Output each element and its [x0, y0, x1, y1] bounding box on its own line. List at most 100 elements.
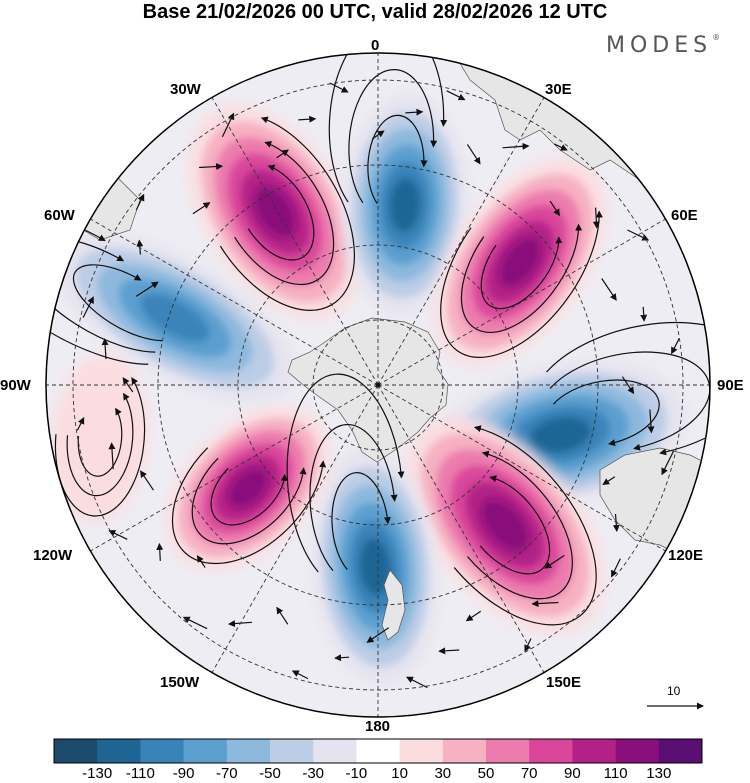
- streamline: [72, 264, 162, 342]
- wind-arrow: [192, 202, 211, 215]
- wind-arrow: [329, 82, 349, 93]
- anomaly-contour: [228, 468, 268, 508]
- streamline: [286, 373, 405, 573]
- wind-reference-label: 10: [667, 684, 681, 698]
- colorbar-tick-label: 90: [564, 765, 581, 782]
- streamline: [171, 447, 327, 565]
- anomaly-contour: [480, 498, 530, 552]
- south-pole-marker: [375, 382, 381, 388]
- colorbar-swatch: [658, 739, 703, 763]
- lon-label-90e: 90E: [717, 377, 744, 394]
- streamline-loop: [171, 447, 327, 565]
- wind-arrow: [446, 90, 466, 101]
- wind-arrow: [466, 144, 481, 165]
- anomaly-contour: [359, 538, 391, 596]
- meridian-line: [90, 384, 379, 552]
- anomaly-contour: [389, 178, 421, 232]
- colorbar-frame: [53, 738, 703, 764]
- wind-arrow: [108, 530, 128, 540]
- colorbar: [53, 738, 703, 764]
- wind-arrow: [334, 654, 350, 662]
- wind-arrow: [592, 207, 600, 229]
- wind-arrow: [406, 676, 428, 689]
- anomaly-contour: [529, 417, 591, 453]
- colorbar-tick-label: 130: [646, 765, 672, 782]
- wind-arrow: [276, 606, 289, 625]
- meridian-line: [377, 97, 545, 386]
- meridian-line: [377, 218, 666, 386]
- lon-label-150w: 150W: [160, 674, 200, 691]
- streamline: [367, 114, 428, 204]
- wind-arrow: [140, 470, 154, 491]
- anomaly-60w-negative: [54, 233, 296, 403]
- streamline-loop: [219, 116, 355, 311]
- lon-label-120w: 120W: [33, 547, 73, 564]
- wind-arrow: [101, 338, 109, 360]
- anomaly-130w-positive: [166, 406, 330, 570]
- wind-arrow: [438, 647, 460, 655]
- anomaly-30w-positive: [188, 105, 362, 319]
- wind-arrow: [627, 229, 650, 241]
- streamline: [309, 424, 398, 572]
- wind-arrow: [640, 306, 648, 322]
- colorbar-swatch: [615, 739, 660, 763]
- colorbar-swatch: [270, 739, 314, 763]
- streamline: [247, 164, 315, 261]
- meridian-line: [211, 384, 379, 673]
- wind-arrow: [76, 417, 85, 431]
- streamline-loop: [440, 210, 603, 358]
- colorbar-swatch: [54, 739, 98, 763]
- wind-arrow: [199, 163, 224, 171]
- wind-arrow: [135, 193, 145, 211]
- lon-label-0: 0: [371, 37, 380, 54]
- colorbar-swatch: [183, 739, 228, 763]
- wind-arrow: [291, 670, 309, 680]
- anomaly-0-negative: [342, 95, 468, 315]
- meridian-line: [377, 384, 666, 552]
- streamline: [191, 457, 307, 545]
- streamline: [328, 53, 448, 203]
- colorbar-swatch: [140, 739, 184, 763]
- streamlines: [46, 53, 710, 689]
- map-title: Base 21/02/2026 00 UTC, valid 28/02/2026…: [142, 1, 608, 23]
- wind-arrow: [108, 442, 116, 470]
- lon-label-150e: 150E: [546, 674, 582, 691]
- wind-arrow: [465, 610, 482, 622]
- map-frame: [45, 52, 711, 718]
- wind-arrow: [276, 149, 289, 159]
- wind-arrow: [524, 638, 532, 653]
- colorbar-tick-label: -90: [172, 765, 195, 782]
- streamline: [549, 351, 710, 451]
- colorbar-swatch: [442, 739, 487, 763]
- colorbar-tick-label: -50: [259, 765, 281, 782]
- anomaly-140e-positive: [405, 416, 605, 634]
- wind-arrow: [671, 338, 680, 355]
- streamline-loop: [546, 321, 710, 456]
- streamline-loop: [328, 53, 448, 204]
- colorbar-swatch: [97, 739, 141, 763]
- streamline: [234, 141, 335, 286]
- streamline: [440, 210, 603, 358]
- colorbar-swatch: [572, 739, 616, 763]
- graticule: [46, 53, 710, 717]
- streamline: [77, 407, 123, 477]
- wind-arrow: [182, 616, 208, 630]
- wind-arrow: [554, 143, 568, 151]
- lon-label-180: 180: [365, 718, 391, 735]
- colorbar-tick-label: 30: [434, 765, 452, 782]
- lon-label-30e: 30E: [545, 81, 572, 98]
- colorbar-tick-label: 50: [477, 765, 495, 782]
- wind-arrow: [602, 476, 616, 486]
- colorbar-swatch: [313, 739, 357, 763]
- wind-arrow: [371, 130, 385, 140]
- streamline: [460, 223, 583, 334]
- colorbar-tick-label: -110: [125, 765, 155, 782]
- colorbar-tick-label: 110: [603, 765, 628, 782]
- wind-arrow: [196, 555, 206, 568]
- colorbar-tick-label: -30: [302, 765, 325, 782]
- lon-label-120e: 120E: [668, 547, 704, 564]
- colorbar-swatch: [399, 739, 444, 763]
- anomaly-180-negative: [312, 449, 438, 685]
- wind-arrow: [405, 108, 424, 116]
- wind-arrow: [366, 627, 390, 643]
